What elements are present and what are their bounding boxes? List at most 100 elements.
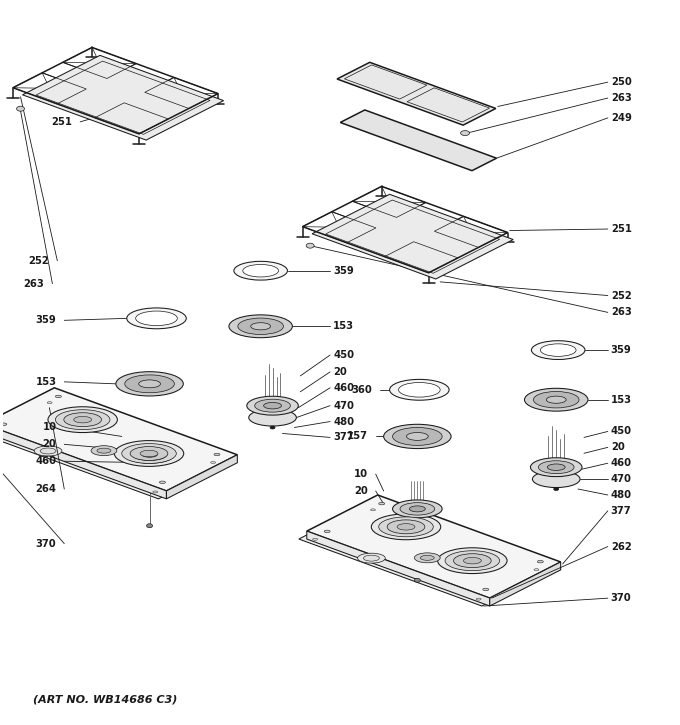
Text: 450: 450 <box>333 350 354 360</box>
Ellipse shape <box>153 491 158 493</box>
Ellipse shape <box>541 344 576 357</box>
Text: 470: 470 <box>333 401 354 410</box>
Ellipse shape <box>532 341 585 360</box>
Text: 377: 377 <box>611 506 632 516</box>
Text: 377: 377 <box>333 432 354 442</box>
Ellipse shape <box>530 457 582 476</box>
Polygon shape <box>299 503 553 606</box>
Polygon shape <box>307 495 561 598</box>
Text: 252: 252 <box>611 291 632 301</box>
Text: 264: 264 <box>35 484 56 494</box>
Ellipse shape <box>445 551 500 571</box>
Ellipse shape <box>140 450 158 457</box>
Ellipse shape <box>371 514 441 539</box>
Ellipse shape <box>454 554 491 568</box>
Text: 252: 252 <box>29 256 50 266</box>
Text: 251: 251 <box>611 224 632 234</box>
Text: 20: 20 <box>43 439 56 450</box>
Text: 480: 480 <box>333 417 354 426</box>
Text: 359: 359 <box>35 315 56 326</box>
Ellipse shape <box>16 107 24 111</box>
Text: 20: 20 <box>611 442 624 452</box>
Polygon shape <box>0 424 167 499</box>
Ellipse shape <box>400 502 435 515</box>
Ellipse shape <box>476 598 481 600</box>
Ellipse shape <box>159 481 165 484</box>
Ellipse shape <box>238 318 284 334</box>
Ellipse shape <box>64 413 101 426</box>
Ellipse shape <box>73 416 92 423</box>
Ellipse shape <box>554 487 559 491</box>
Ellipse shape <box>392 428 442 445</box>
Ellipse shape <box>136 311 177 326</box>
Ellipse shape <box>371 509 375 511</box>
Ellipse shape <box>251 323 271 330</box>
Text: 153: 153 <box>333 321 354 331</box>
Text: 20: 20 <box>333 367 347 377</box>
Ellipse shape <box>141 452 158 457</box>
Ellipse shape <box>34 446 62 456</box>
Polygon shape <box>167 455 237 499</box>
Text: 460: 460 <box>333 383 354 393</box>
Ellipse shape <box>379 502 385 505</box>
Text: 370: 370 <box>36 539 56 549</box>
Ellipse shape <box>55 395 61 398</box>
Text: (ART NO. WB14686 C3): (ART NO. WB14686 C3) <box>33 695 177 705</box>
Ellipse shape <box>126 308 186 328</box>
Text: 10: 10 <box>42 423 56 433</box>
Ellipse shape <box>409 506 425 512</box>
Ellipse shape <box>539 461 574 473</box>
Ellipse shape <box>211 462 216 463</box>
Ellipse shape <box>147 523 152 528</box>
Text: 370: 370 <box>611 593 632 603</box>
Polygon shape <box>340 110 496 170</box>
Ellipse shape <box>537 560 543 563</box>
Text: 450: 450 <box>611 426 632 436</box>
Ellipse shape <box>546 396 566 403</box>
Ellipse shape <box>132 448 167 460</box>
Ellipse shape <box>398 383 440 397</box>
Text: 20: 20 <box>354 486 368 496</box>
Ellipse shape <box>270 426 275 429</box>
Ellipse shape <box>243 265 279 277</box>
Ellipse shape <box>122 444 176 463</box>
Ellipse shape <box>483 588 489 591</box>
Text: 460: 460 <box>611 458 632 468</box>
Text: 251: 251 <box>51 117 72 127</box>
Ellipse shape <box>91 446 117 455</box>
Text: 153: 153 <box>611 394 632 405</box>
Text: 153: 153 <box>35 377 56 387</box>
Ellipse shape <box>47 402 52 404</box>
Text: 480: 480 <box>611 490 632 500</box>
Ellipse shape <box>139 380 160 388</box>
Text: 157: 157 <box>347 431 368 442</box>
Ellipse shape <box>234 261 288 280</box>
Text: 359: 359 <box>611 345 632 355</box>
Ellipse shape <box>306 243 314 248</box>
Ellipse shape <box>438 548 507 573</box>
Polygon shape <box>312 194 513 279</box>
Ellipse shape <box>533 392 579 408</box>
Text: 249: 249 <box>611 113 632 123</box>
Ellipse shape <box>214 453 220 456</box>
Ellipse shape <box>358 553 386 563</box>
Ellipse shape <box>532 471 580 487</box>
Text: 470: 470 <box>611 474 632 484</box>
Ellipse shape <box>97 448 111 453</box>
Ellipse shape <box>40 448 56 454</box>
Polygon shape <box>307 531 490 606</box>
Ellipse shape <box>364 555 379 561</box>
Ellipse shape <box>249 409 296 426</box>
Ellipse shape <box>48 407 118 433</box>
Ellipse shape <box>124 445 174 463</box>
Ellipse shape <box>116 372 184 396</box>
Polygon shape <box>0 388 237 491</box>
Text: 262: 262 <box>611 542 632 552</box>
Text: 360: 360 <box>351 385 372 395</box>
Ellipse shape <box>547 464 565 471</box>
Ellipse shape <box>264 402 282 409</box>
Text: 263: 263 <box>24 278 44 289</box>
Ellipse shape <box>313 538 318 540</box>
Ellipse shape <box>255 399 290 412</box>
Ellipse shape <box>407 433 428 440</box>
